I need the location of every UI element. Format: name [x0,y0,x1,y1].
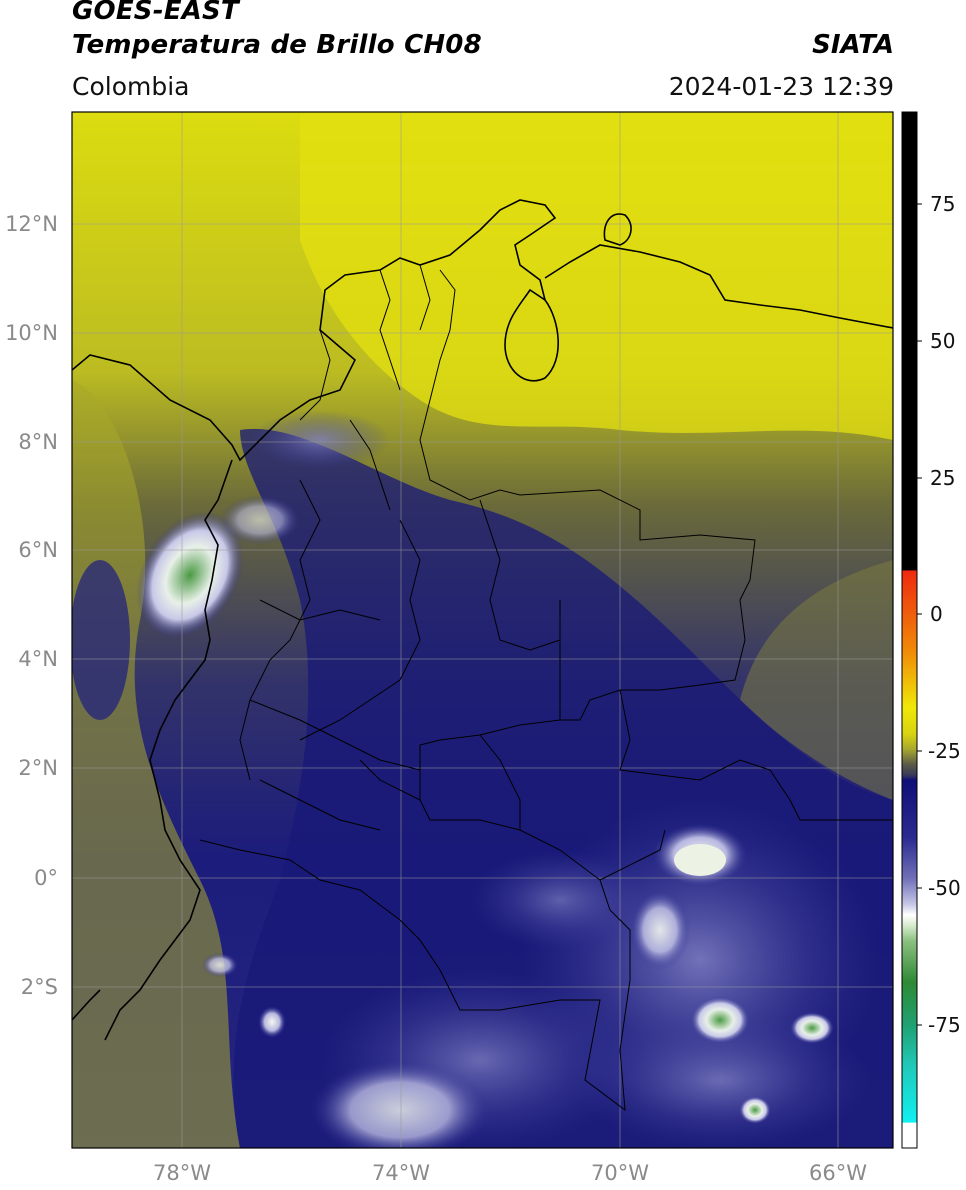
lon-tick-label: 78°W [153,1161,211,1185]
region-label: Colombia [72,72,190,101]
lat-tick-label: 2°S [21,975,58,999]
lon-tick-label: 70°W [591,1161,649,1185]
colorbar-frame [901,111,918,1149]
colorbar-gradient [902,112,917,1148]
lat-tick-label: 8°N [18,430,58,454]
agency-label: SIATA [812,30,894,60]
lon-ticks: 78°W 74°W 70°W 66°W [153,1161,867,1185]
lat-tick-label: 12°N [5,212,58,236]
product-title: Temperatura de Brillo CH08 [72,30,482,60]
brightness-temperature-field [72,112,893,1148]
colorbar-tick-label: -25 [928,739,961,763]
lon-tick-label: 74°W [372,1161,430,1185]
colorbar-tick-label: 25 [930,466,955,490]
coastlines-borders [72,199,893,1041]
gridlines [72,112,893,1148]
colorbar-tick-label: -50 [928,876,961,900]
admin-borders [199,264,893,1112]
colorbar-tick-label: 50 [930,329,955,353]
lat-tick-label: 0° [34,866,58,890]
colorbar-tick-label: 75 [930,192,955,216]
lat-ticks: 12°N 10°N 8°N 6°N 4°N 2°N 0° 2°S [5,212,58,999]
lat-tick-label: 10°N [5,321,58,345]
lat-tick-label: 4°N [18,647,58,671]
lat-tick-label: 2°N [18,756,58,780]
colorbar-tick-label: 0 [930,602,943,626]
lat-tick-label: 6°N [18,538,58,562]
map-frame [71,111,894,1149]
timestamp-label: 2024-01-23 12:39 [668,72,894,101]
colorbar-tick-label: -75 [928,1013,961,1037]
colorbar: 75 50 25 0 -25 -50 -75 [901,111,961,1149]
satellite-title: GOES-EAST [72,0,239,26]
lon-tick-label: 66°W [809,1161,867,1185]
